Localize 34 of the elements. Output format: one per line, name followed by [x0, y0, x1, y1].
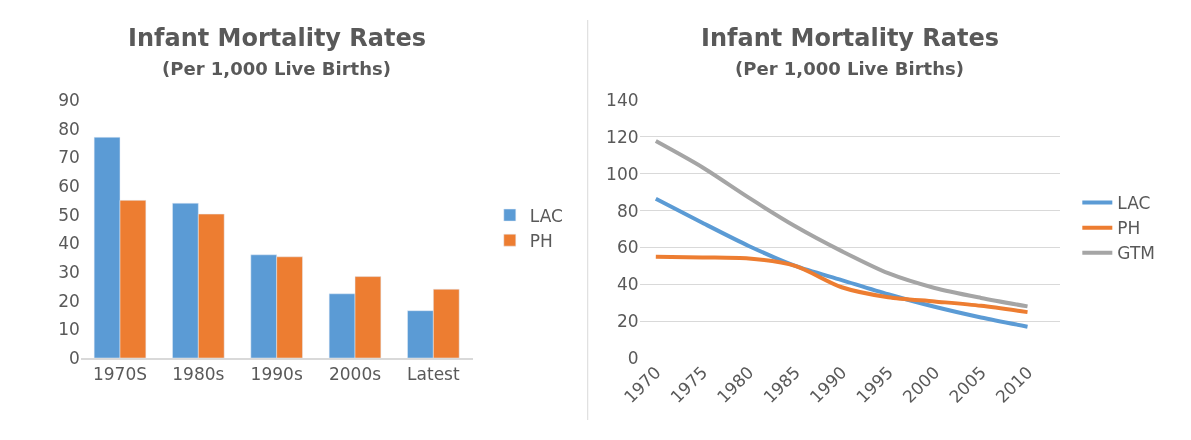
line-series [653, 254, 1030, 315]
y-tick-label: 40 [58, 233, 80, 254]
x-tick-label: 1980s [172, 364, 225, 385]
legend-label: LAC [1117, 193, 1151, 214]
y-tick-label: 60 [58, 175, 80, 196]
y-tick-label: 70 [58, 147, 80, 168]
legend-label: LAC [529, 205, 563, 226]
legend-label: GTM [1117, 243, 1155, 264]
y-tick-label: 120 [606, 126, 639, 147]
y-tick-label: 50 [58, 204, 80, 225]
y-tick-label: 90 [58, 89, 80, 110]
chart-title: Infant Mortality Rates [128, 24, 427, 52]
chart-title: Infant Mortality Rates [701, 24, 1000, 52]
line-series [653, 139, 1030, 309]
y-tick-label: 60 [616, 237, 639, 258]
y-tick-label: 80 [616, 200, 639, 221]
chart-subtitle: (Per 1,000 Live Births) [162, 58, 391, 79]
y-tick-label: 20 [58, 290, 80, 311]
legend-label: PH [529, 230, 553, 251]
x-tick-label: Latest [407, 364, 460, 385]
y-tick-label: 0 [69, 347, 80, 368]
y-tick-label: 30 [58, 261, 80, 282]
y-tick-label: 20 [616, 311, 639, 332]
y-tick-label: 10 [58, 319, 80, 340]
x-tick-label: 1990s [250, 364, 303, 385]
y-tick-label: 0 [627, 347, 639, 368]
y-tick-label: 80 [58, 118, 80, 139]
x-tick-label: 2000s [328, 364, 382, 385]
x-tick-label: 1970S [92, 364, 148, 385]
chart-subtitle: (Per 1,000 Live Births) [735, 58, 964, 79]
legend-label: PH [1117, 218, 1141, 239]
y-tick-label: 100 [606, 163, 639, 184]
y-tick-label: 140 [606, 89, 639, 110]
y-tick-label: 40 [616, 274, 639, 295]
